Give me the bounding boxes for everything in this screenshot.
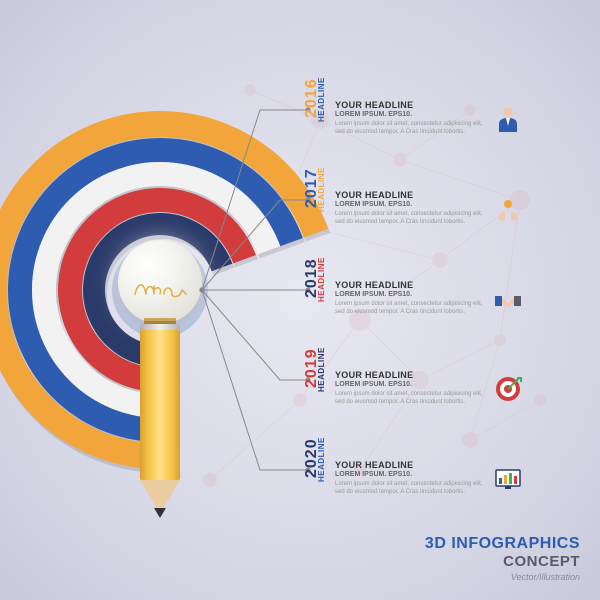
footer-title: 3D INFOGRAPHICS xyxy=(425,535,580,553)
footer: 3D INFOGRAPHICS CONCEPT Vector/Illustrat… xyxy=(425,535,580,582)
item-headline: YOUR HEADLINE xyxy=(335,280,485,290)
item-body: Lorem ipsum dolor sit amet, consectetur … xyxy=(335,390,485,406)
item-body: Lorem ipsum dolor sit amet, consectetur … xyxy=(335,480,485,496)
item-body: Lorem ipsum dolor sit amet, consectetur … xyxy=(335,210,485,226)
footer-sub: Vector/Illustration xyxy=(425,572,580,582)
item-sub: LOREM IPSUM. EPS10. xyxy=(335,111,485,118)
headline-word: HEADLINE xyxy=(317,437,326,482)
businessman-icon xyxy=(493,104,523,134)
item-sub: LOREM IPSUM. EPS10. xyxy=(335,381,485,388)
footer-line2: CONCEPT xyxy=(425,553,580,570)
item-headline: YOUR HEADLINE xyxy=(335,370,485,380)
chart-icon xyxy=(493,464,523,494)
timeline-items: 2016HEADLINEYOUR HEADLINELOREM IPSUM. EP… xyxy=(0,0,600,600)
headline-word: HEADLINE xyxy=(317,77,326,122)
item-body: Lorem ipsum dolor sit amet, consectetur … xyxy=(335,300,485,316)
item-body: Lorem ipsum dolor sit amet, consectetur … xyxy=(335,120,485,136)
target-icon xyxy=(493,374,523,404)
item-headline: YOUR HEADLINE xyxy=(335,100,485,110)
item-sub: LOREM IPSUM. EPS10. xyxy=(335,471,485,478)
item-headline: YOUR HEADLINE xyxy=(335,190,485,200)
item-headline: YOUR HEADLINE xyxy=(335,460,485,470)
headline-word: HEADLINE xyxy=(317,167,326,212)
headline-word: HEADLINE xyxy=(317,257,326,302)
hands-icon xyxy=(493,194,523,224)
item-sub: LOREM IPSUM. EPS10. xyxy=(335,291,485,298)
headline-word: HEADLINE xyxy=(317,347,326,392)
handshake-icon xyxy=(493,284,523,314)
item-sub: LOREM IPSUM. EPS10. xyxy=(335,201,485,208)
